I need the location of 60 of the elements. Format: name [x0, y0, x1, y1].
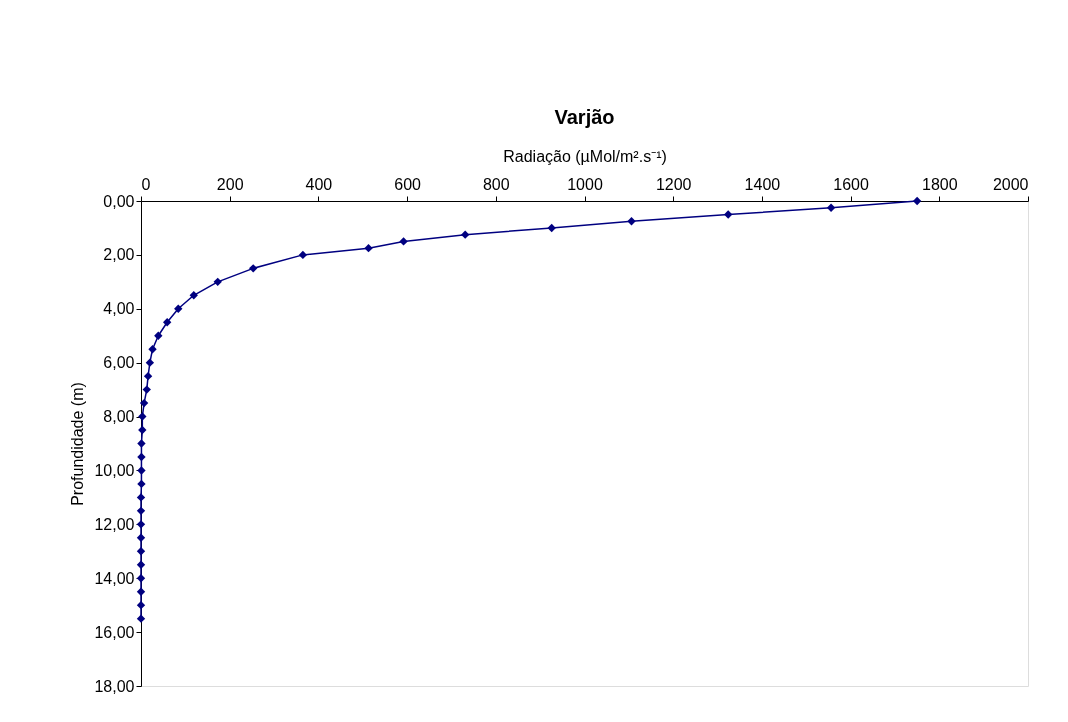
point [174, 304, 183, 313]
point [139, 398, 149, 408]
point [547, 223, 556, 233]
point [213, 277, 222, 287]
x-tick-label: 1600 [833, 175, 869, 193]
point [154, 331, 163, 340]
point [627, 217, 636, 226]
point [136, 560, 146, 569]
y-tick-label: 2,00 [103, 246, 135, 264]
point [143, 371, 153, 381]
point [136, 520, 146, 529]
point [137, 452, 146, 462]
point [137, 479, 146, 489]
point [137, 466, 146, 475]
point [364, 243, 373, 253]
x-axis-title: Radiação (µMol/m².s⁻¹) [503, 147, 667, 165]
point [148, 345, 157, 354]
point [136, 600, 146, 610]
point [142, 385, 151, 394]
y-axis-title: Profundidade (m) [69, 382, 87, 506]
x-tick-label: 200 [216, 175, 244, 193]
x-tick-label: 600 [394, 175, 422, 193]
point [461, 230, 470, 239]
point [136, 614, 146, 623]
y-tick-label: 18,00 [94, 677, 135, 695]
y-tick-label: 12,00 [94, 515, 135, 533]
point [137, 439, 146, 448]
point [298, 250, 308, 260]
x-tick-label: 1400 [744, 175, 781, 193]
point [136, 493, 146, 502]
point [136, 587, 146, 596]
y-tick-label: 8,00 [103, 408, 135, 426]
y-tick-label: 10,00 [94, 461, 135, 479]
y-tick-label: 0,00 [103, 192, 135, 210]
point [138, 412, 147, 421]
point [912, 196, 922, 206]
point [136, 574, 146, 583]
point [399, 237, 408, 246]
point [724, 210, 733, 219]
point [136, 533, 146, 542]
point [162, 318, 172, 327]
x-tick-label: 400 [305, 175, 333, 193]
x-tick-label: 1800 [922, 175, 958, 193]
point [249, 264, 258, 273]
point [136, 547, 146, 556]
x-tick-label: 2000 [992, 175, 1029, 193]
point [138, 425, 147, 435]
y-tick-label: 6,00 [103, 354, 135, 372]
point [189, 291, 198, 300]
point [145, 358, 155, 367]
x-tick-label: 800 [482, 175, 510, 193]
chart-title: Varjão [554, 106, 615, 128]
x-tick-label: 1000 [567, 175, 603, 193]
y-tick-label: 14,00 [94, 569, 135, 587]
x-tick-label: 0 [141, 175, 151, 193]
y-tick-label: 16,00 [94, 623, 135, 641]
y-tick-label: 4,00 [103, 300, 135, 318]
point [826, 203, 836, 212]
x-tick-label: 1200 [655, 175, 692, 193]
point [136, 506, 146, 516]
